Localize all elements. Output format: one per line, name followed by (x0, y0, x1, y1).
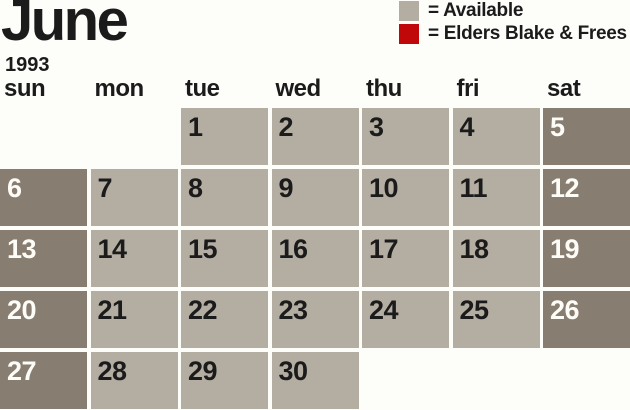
day-cell[interactable]: 7 (90, 169, 178, 226)
day-number: 5 (550, 112, 565, 142)
legend-label: = Available (428, 0, 524, 21)
day-cell[interactable]: 1 (181, 108, 268, 165)
day-number: 18 (459, 234, 490, 264)
day-number: 15 (188, 234, 218, 264)
day-number: 17 (369, 234, 399, 264)
day-cell[interactable]: 9 (271, 169, 359, 226)
month-title: June (1, 0, 129, 53)
weekday-header-fri: fri (456, 75, 480, 102)
day-cell[interactable]: 4 (452, 108, 540, 165)
day-cell[interactable]: 30 (271, 352, 359, 409)
day-number: 11 (459, 173, 488, 203)
weekday-header-sat: sat (547, 75, 581, 102)
day-number: 20 (7, 295, 37, 325)
day-number: 24 (369, 295, 399, 325)
year-label: 1993 (5, 54, 50, 76)
day-number: 22 (188, 295, 218, 325)
day-cell[interactable]: 8 (181, 169, 268, 226)
day-cell[interactable]: 13 (0, 230, 87, 287)
day-cell[interactable]: 20 (0, 291, 87, 348)
legend-item-available: = Available (399, 0, 627, 21)
day-number: 3 (369, 112, 384, 142)
legend-label: = Elders Blake & Frees (428, 23, 627, 44)
day-number: 9 (278, 173, 294, 203)
day-number: 26 (550, 295, 580, 325)
day-number: 4 (459, 112, 475, 142)
day-number: 2 (278, 112, 294, 142)
legend: = Available = Elders Blake & Frees (399, 0, 627, 44)
day-cell[interactable]: 19 (543, 230, 630, 287)
weekday-header-thu: thu (366, 75, 402, 102)
day-number: 28 (97, 356, 128, 386)
day-cell[interactable]: 14 (90, 230, 178, 287)
day-cell[interactable]: 27 (0, 352, 87, 409)
day-cell[interactable]: 2 (271, 108, 359, 165)
day-number: 7 (97, 173, 113, 203)
calendar-grid: 1 2 3 4 5 6 7 8 9 10 11 12 13 14 15 16 1… (0, 108, 630, 409)
day-number: 8 (188, 173, 203, 203)
day-number: 16 (278, 234, 309, 264)
day-number: 27 (7, 356, 37, 386)
day-cell[interactable]: 25 (452, 291, 540, 348)
booked-swatch-icon (399, 24, 419, 44)
day-cell[interactable]: 5 (543, 108, 630, 165)
day-cell[interactable]: 29 (181, 352, 268, 409)
legend-item-elders-blake-frees: = Elders Blake & Frees (399, 23, 627, 44)
day-number: 13 (7, 234, 37, 264)
day-cell[interactable]: 10 (362, 169, 449, 226)
day-cell[interactable]: 12 (543, 169, 630, 226)
day-number: 10 (369, 173, 399, 203)
day-cell[interactable]: 11 (452, 169, 540, 226)
day-cell[interactable]: 22 (181, 291, 268, 348)
day-cell[interactable]: 15 (181, 230, 268, 287)
day-number: 30 (278, 356, 309, 386)
day-cell[interactable]: 21 (90, 291, 178, 348)
day-cell[interactable]: 28 (90, 352, 178, 409)
day-number: 25 (459, 295, 490, 325)
day-cell[interactable]: 18 (452, 230, 540, 287)
available-swatch-icon (399, 1, 419, 21)
day-number: 6 (7, 173, 22, 203)
day-cell[interactable]: 16 (271, 230, 359, 287)
weekday-header-wed: wed (275, 75, 322, 102)
weekday-header-sun: sun (4, 75, 46, 102)
day-cell[interactable]: 3 (362, 108, 449, 165)
day-number: 21 (97, 295, 128, 325)
day-cell[interactable]: 17 (362, 230, 449, 287)
day-number: 29 (188, 356, 218, 386)
day-number: 12 (550, 173, 580, 203)
day-number: 19 (550, 234, 580, 264)
day-cell[interactable]: 6 (0, 169, 87, 226)
weekday-header-tue: tue (185, 75, 220, 102)
day-cell[interactable]: 23 (271, 291, 359, 348)
day-cell[interactable]: 26 (543, 291, 630, 348)
day-number: 23 (278, 295, 309, 325)
weekday-header-row: sun mon tue wed thu fri sat (0, 77, 630, 101)
day-number: 14 (97, 234, 128, 264)
day-cell[interactable]: 24 (362, 291, 449, 348)
day-number: 1 (188, 112, 203, 142)
weekday-header-mon: mon (94, 75, 145, 102)
